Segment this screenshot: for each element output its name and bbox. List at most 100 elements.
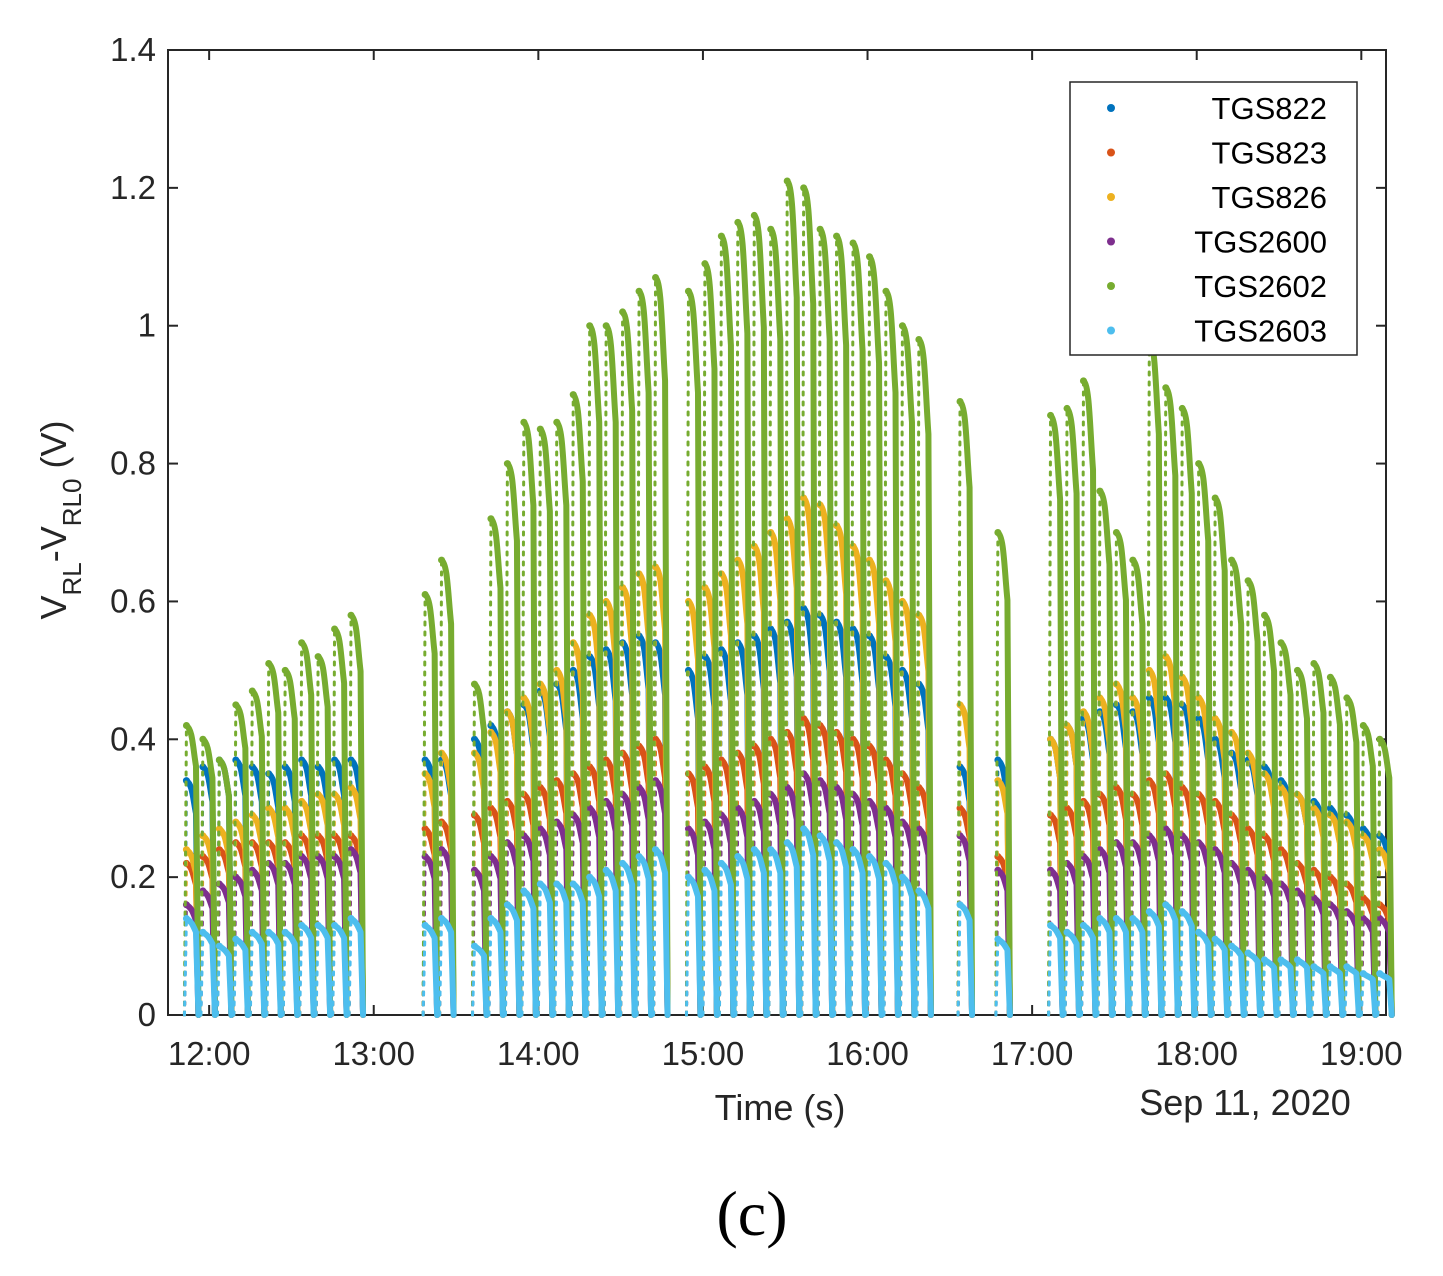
data-point: [1129, 556, 1137, 564]
data-point: [1359, 722, 1367, 729]
pulse-rise: [1261, 958, 1267, 1017]
data-point: [232, 935, 240, 943]
pulse-response: [603, 322, 622, 1018]
data-point: [199, 763, 207, 771]
data-point: [553, 880, 561, 888]
pulse-rise: [199, 930, 205, 1017]
pulse-rise: [767, 848, 773, 1017]
data-point: [915, 336, 923, 343]
pulse-response: [619, 308, 638, 1018]
data-point: [536, 425, 544, 433]
legend-item-TGS822: TGS822: [1107, 91, 1327, 126]
pulse-rise: [602, 868, 608, 1017]
data-point: [701, 866, 709, 874]
pulse-rise: [866, 255, 872, 1017]
data-point: [248, 687, 256, 695]
data-point: [298, 921, 306, 929]
pulse-rise: [898, 875, 904, 1017]
pulse-rise: [1063, 406, 1069, 1017]
data-point: [487, 804, 495, 812]
x-tick-label: 14:00: [497, 1035, 580, 1072]
data-point: [182, 722, 190, 729]
data-point: [816, 225, 824, 233]
data-point: [1211, 935, 1219, 943]
pulse-rise: [652, 848, 658, 1017]
pulse-rise: [800, 827, 806, 1017]
data-point: [701, 260, 709, 268]
data-point: [816, 832, 824, 840]
pulse-rise: [182, 917, 188, 1017]
x-tick-label: 16:00: [826, 1035, 909, 1072]
data-point: [750, 211, 758, 219]
pulse-response: [1080, 377, 1099, 1018]
data-point: [265, 928, 273, 936]
data-point: [182, 915, 190, 922]
data-point: [586, 322, 594, 330]
pulse-rise: [1326, 675, 1332, 1017]
data-point: [783, 515, 791, 523]
data-point: [1063, 928, 1071, 936]
pulse-response: [800, 184, 819, 1018]
data-point: [520, 418, 528, 426]
pulse-rise: [1096, 917, 1102, 1017]
data-point: [1096, 915, 1104, 922]
data-point: [438, 915, 446, 922]
pulse-rise: [1244, 579, 1250, 1017]
data-point: [199, 928, 207, 936]
legend-marker: [1107, 193, 1115, 201]
data-point: [1293, 666, 1301, 674]
legend-item-TGS2600: TGS2600: [1107, 225, 1327, 260]
data-point: [882, 859, 890, 867]
data-point: [232, 701, 240, 709]
y-tick-label: 0.8: [110, 445, 156, 482]
pulse-rise: [1343, 696, 1349, 1017]
data-point: [536, 880, 544, 888]
data-point: [1145, 908, 1153, 916]
data-point: [215, 756, 223, 764]
pulse-rise: [1277, 958, 1283, 1017]
data-point: [1261, 956, 1269, 964]
pulse-response: [833, 233, 852, 1018]
data-point: [635, 852, 643, 860]
data-point: [470, 680, 478, 688]
data-point: [1178, 908, 1186, 916]
pulse-rise: [503, 903, 509, 1017]
pulse-rise: [1277, 641, 1283, 1017]
data-point: [421, 921, 429, 929]
pulse-rise: [1129, 917, 1135, 1017]
pulse-rise: [1162, 386, 1168, 1017]
pulse-rise: [487, 917, 493, 1017]
data-point: [215, 825, 223, 833]
y-tick-label: 0.6: [110, 582, 156, 619]
data-point: [652, 273, 660, 281]
pulse-rise: [520, 889, 526, 1017]
y-tick-label: 1.4: [110, 31, 156, 68]
pulse-response: [636, 288, 655, 1018]
pulse-rise: [783, 179, 789, 1017]
data-point: [487, 515, 495, 523]
y-tick-label: 1: [138, 307, 156, 344]
data-point: [956, 901, 964, 909]
data-point: [265, 659, 273, 667]
x-tick-label: 17:00: [991, 1035, 1074, 1072]
data-point: [602, 866, 610, 874]
data-point: [1079, 921, 1087, 929]
data-point: [717, 859, 725, 867]
pulse-rise: [866, 854, 872, 1017]
data-point: [281, 804, 289, 812]
pulse-rise: [956, 903, 962, 1017]
data-point: [1047, 921, 1055, 929]
data-point: [898, 873, 906, 881]
x-axis-title: Time (s): [715, 1087, 846, 1128]
data-point: [1293, 956, 1301, 964]
y-tick-label: 0: [138, 996, 156, 1033]
pulse-rise: [915, 889, 921, 1017]
pulse-rise: [734, 854, 740, 1017]
data-point: [734, 852, 742, 860]
pulse-rise: [1145, 910, 1151, 1017]
pulse-rise: [1310, 661, 1316, 1017]
data-point: [314, 921, 322, 929]
pulse-rise: [994, 531, 1000, 1017]
data-point: [866, 253, 874, 261]
pulse-response: [734, 219, 753, 1018]
